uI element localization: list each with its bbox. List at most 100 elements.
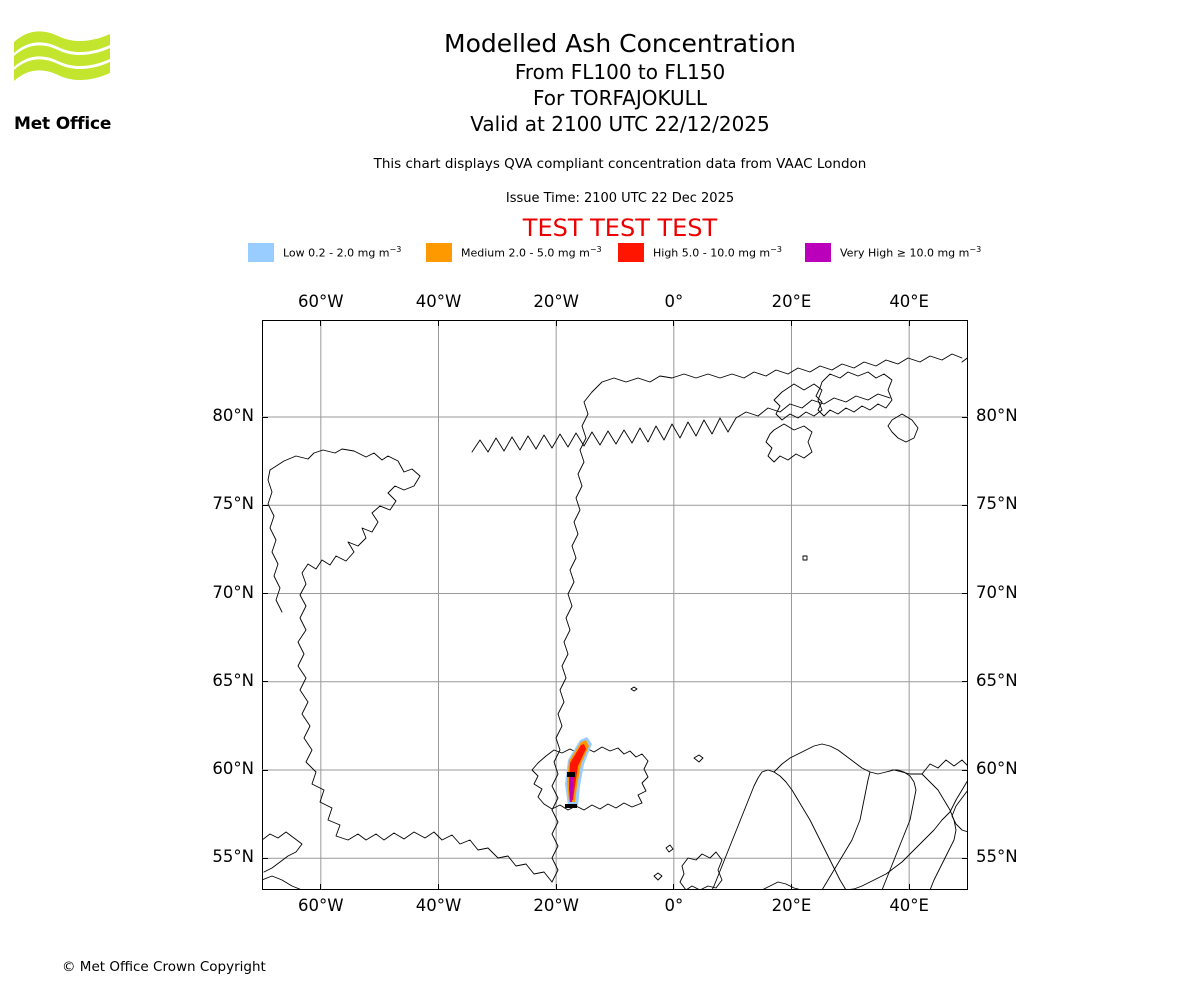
plume-band-very-high (569, 776, 574, 802)
axis-tick-right-70°N (962, 593, 968, 595)
coast-greenland-northeast-fjords (471, 417, 729, 453)
issue-time: Issue Time: 2100 UTC 22 Dec 2025 (505, 191, 735, 206)
axis-tick-left-70°N (262, 593, 268, 595)
coast-svalbard-edgeoya (765, 423, 813, 463)
axis-tick-left-65°N (262, 681, 268, 683)
plume-base-marker (565, 804, 577, 808)
legend-label-high: High 5.0 - 10.0 mg m−3 (653, 244, 782, 260)
lat-label-right-55°N: 55°N (976, 847, 1018, 867)
coast-white-sea (951, 789, 968, 833)
coast-svalbard-west (773, 383, 823, 421)
lon-label-0°: 0° (664, 896, 684, 915)
concentration-legend: Low 0.2 - 2.0 mg m−3 Medium 2.0 - 5.0 mg… (248, 241, 1008, 263)
copyright-footer: © Met Office Crown Copyright (62, 959, 266, 975)
lon-label-20°E: 20°E (771, 292, 812, 311)
legend-item-medium: Medium 2.0 - 5.0 mg m−3 (426, 241, 602, 263)
axis-tick-bottom-20°E (791, 884, 792, 890)
coast-outer-hebrides (653, 872, 663, 881)
qva-note: This chart displays QVA compliant concen… (373, 156, 867, 172)
axis-tick-left-60°N (262, 769, 268, 771)
coast-faroe-islands (693, 754, 704, 763)
lat-label-right-70°N: 70°N (976, 582, 1018, 602)
lat-label-left-65°N: 65°N (212, 670, 254, 690)
legend-swatch-very-high (805, 242, 831, 262)
title-block: Modelled Ash Concentration From FL100 to… (180, 28, 1060, 137)
coast-sweden-bothnia-west (821, 771, 871, 890)
axis-tick-left-80°N (262, 416, 268, 418)
coast-labrador (262, 831, 303, 873)
lon-label-20°E: 20°E (771, 896, 812, 915)
legend-swatch-medium (426, 242, 452, 262)
axis-tick-bottom-20°W (555, 884, 557, 890)
lat-label-left-80°N: 80°N (212, 406, 254, 426)
graticule-gridlines (262, 320, 968, 890)
axis-tick-right-75°N (962, 504, 968, 506)
lon-label-40°E: 40°E (889, 896, 929, 915)
legend-label-low: Low 0.2 - 2.0 mg m−3 (283, 244, 402, 260)
lat-label-left-60°N: 60°N (212, 759, 254, 778)
coastlines (262, 353, 968, 890)
lat-label-right-65°N: 65°N (976, 670, 1018, 690)
test-banner: TEST TEST TEST (522, 214, 718, 242)
ash-plume (565, 737, 592, 808)
lon-label-60°W: 60°W (298, 896, 344, 915)
axis-tick-right-60°N (962, 769, 968, 771)
lat-label-right-80°N: 80°N (976, 406, 1018, 426)
coast-svalbard-barentsoya (887, 413, 919, 443)
axis-tick-left-75°N (262, 504, 268, 506)
axis-tick-top-20°E (791, 320, 792, 326)
lon-label-40°E: 40°E (889, 292, 929, 311)
valid-time-line: Valid at 2100 UTC 22/12/2025 (470, 112, 770, 136)
lon-label-60°W: 60°W (298, 292, 344, 311)
met-office-brand-text: Met Office (14, 114, 112, 134)
coast-greenland-west (269, 448, 553, 883)
lon-label-20°W: 20°W (533, 896, 579, 915)
lon-label-0°: 0° (664, 292, 684, 311)
map-panel (262, 320, 968, 890)
coast-svalbard-spitsbergen (815, 371, 893, 417)
page-title: Modelled Ash Concentration (444, 29, 796, 58)
lat-label-right-75°N: 75°N (976, 494, 1018, 514)
coast-denmark (761, 881, 803, 890)
coast-greenland-north-ice (591, 353, 963, 393)
coast-greenland-ne-upper (727, 393, 891, 433)
coast-greenland-ice-edge (551, 391, 593, 883)
coast-franz-josef (961, 356, 968, 363)
map-frame (262, 320, 968, 890)
legend-swatch-high (618, 242, 644, 262)
axis-tick-top-0° (673, 320, 675, 326)
coast-iceland (531, 746, 649, 811)
legend-swatch-low (248, 242, 274, 262)
coast-finland-bothnia-east (881, 769, 917, 890)
volcano-line: For TORFAJOKULL (533, 86, 707, 110)
coast-norway-north (845, 759, 968, 890)
axis-tick-top-40°E (908, 320, 910, 326)
axis-tick-bottom-40°W (438, 884, 439, 890)
lon-label-40°W: 40°W (415, 292, 462, 311)
lon-label-40°W: 40°W (415, 896, 462, 915)
map-canvas (262, 320, 968, 890)
lat-label-right-60°N: 60°N (976, 759, 1018, 778)
lat-label-left-70°N: 70°N (212, 582, 254, 602)
axis-tick-right-80°N (962, 416, 968, 418)
legend-item-high: High 5.0 - 10.0 mg m−3 (618, 241, 782, 263)
volcano-source-marker (567, 772, 575, 777)
coast-greenland-northwest (267, 469, 283, 613)
coast-scandinavia-arctic-coast (773, 743, 923, 775)
lat-label-left-55°N: 55°N (212, 847, 254, 867)
coast-shetland (665, 844, 674, 853)
lat-label-left-75°N: 75°N (212, 494, 254, 514)
legend-item-very-high: Very High ≥ 10.0 mg m−3 (805, 241, 981, 263)
axis-tick-right-65°N (962, 681, 968, 683)
coast-jan-mayen (630, 686, 638, 692)
coast-norway-west (711, 769, 847, 890)
axis-tick-right-55°N (962, 857, 968, 859)
flight-level-line: From FL100 to FL150 (514, 60, 726, 84)
legend-label-medium: Medium 2.0 - 5.0 mg m−3 (461, 244, 602, 260)
coast-bear-island (802, 555, 808, 561)
coast-newfoundland (262, 875, 303, 890)
axis-tick-bottom-60°W (320, 884, 322, 890)
legend-label-very-high: Very High ≥ 10.0 mg m−3 (840, 244, 982, 260)
lon-label-20°W: 20°W (533, 292, 579, 311)
